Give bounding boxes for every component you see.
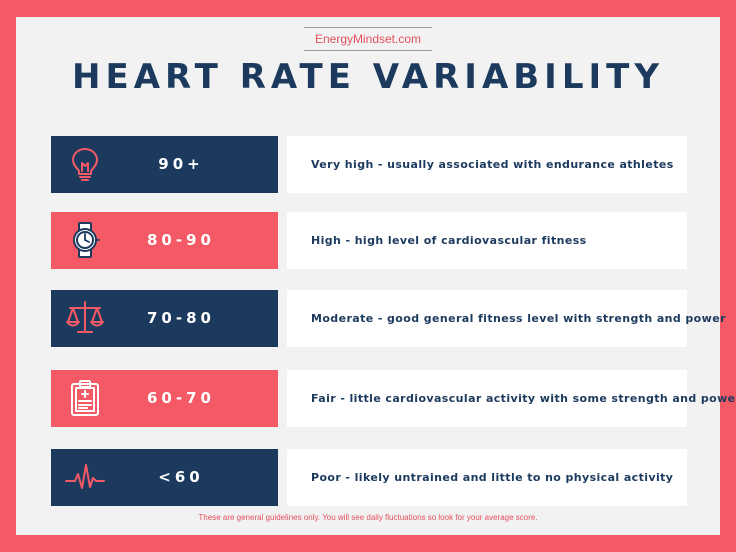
site-name: EnergyMindset.com [304, 27, 432, 51]
range-description: Poor - likely untrained and little to no… [311, 471, 674, 484]
description-box: Poor - likely untrained and little to no… [287, 449, 687, 506]
hrv-row-60-70: 60-70 Fair - little cardiovascular activ… [16, 370, 736, 430]
description-box: Fair - little cardiovascular activity wi… [287, 370, 736, 427]
range-box: 70-80 [51, 290, 278, 347]
watch-icon [73, 222, 100, 258]
footnote: These are general guidelines only. You w… [198, 513, 538, 522]
scales-icon [66, 301, 104, 333]
range-box: 60-70 [51, 370, 278, 427]
hrv-row-90-plus: 90+ Very high - usually associated with … [16, 136, 720, 196]
range-label: 90+ [158, 155, 204, 173]
clipboard-icon [71, 380, 99, 416]
page-title: HEART RATE VARIABILITY [72, 57, 664, 97]
range-description: High - high level of cardiovascular fitn… [311, 234, 587, 247]
range-label: <60 [158, 468, 204, 486]
description-box: Very high - usually associated with endu… [287, 136, 687, 193]
range-description: Very high - usually associated with endu… [311, 158, 674, 171]
range-box: 90+ [51, 136, 278, 193]
range-label: 60-70 [147, 389, 215, 407]
range-description: Fair - little cardiovascular activity wi… [311, 392, 736, 405]
hrv-row-below-60: <60 Poor - likely untrained and little t… [16, 449, 720, 509]
heartbeat-icon [65, 464, 105, 489]
lightbulb-icon [72, 148, 98, 181]
hrv-row-80-90: 80-90 High - high level of cardiovascula… [16, 212, 720, 272]
range-label: 70-80 [147, 309, 215, 327]
range-box: <60 [51, 449, 278, 506]
description-box: Moderate - good general fitness level wi… [287, 290, 725, 347]
range-label: 80-90 [147, 231, 215, 249]
range-description: Moderate - good general fitness level wi… [311, 312, 726, 325]
infographic: EnergyMindset.com HEART RATE VARIABILITY… [16, 17, 736, 535]
range-box: 80-90 [51, 212, 278, 269]
description-box: High - high level of cardiovascular fitn… [287, 212, 687, 269]
hrv-row-70-80: 70-80 Moderate - good general fitness le… [16, 290, 725, 350]
